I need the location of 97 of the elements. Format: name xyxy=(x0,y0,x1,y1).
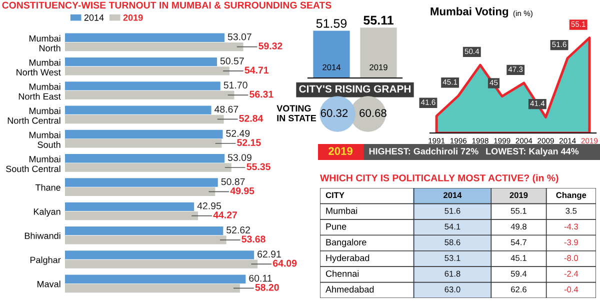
text: 62.6 xyxy=(511,286,526,292)
bar xyxy=(65,187,216,196)
text: 58.6 xyxy=(444,239,460,246)
data-label: 58.20 xyxy=(255,284,279,291)
legend-label: 2014 xyxy=(84,14,104,21)
text: -8.0 xyxy=(564,255,578,261)
y-tick-label: Palghar xyxy=(30,256,61,265)
legend-label: 2019 xyxy=(123,14,143,21)
category-label: Hyderabad xyxy=(326,254,370,263)
data-label: 53.09 xyxy=(228,154,252,161)
text: 51.6 xyxy=(444,208,460,214)
y-tick-label: Kalyan xyxy=(34,208,60,217)
category-label: 2014 xyxy=(444,192,462,198)
data-label: 52.49 xyxy=(226,130,250,137)
y-tick-label: Mumbai North xyxy=(29,35,60,52)
data-label: 49.95 xyxy=(230,187,254,194)
bar xyxy=(65,226,224,236)
text: 60.68 xyxy=(360,109,386,117)
bar xyxy=(65,82,220,90)
y-tick-label: Bhiwandi xyxy=(24,232,60,239)
category-label: Change xyxy=(556,192,586,200)
text: VOTING IN STATE xyxy=(276,105,316,122)
bar xyxy=(65,274,246,284)
bar xyxy=(65,57,217,66)
bar xyxy=(65,236,226,244)
category-label: Ahmedabad xyxy=(326,286,374,293)
bar xyxy=(65,33,224,42)
data-label: 50.87 xyxy=(221,178,245,186)
text: WHICH CITY IS POLITICALLY MOST ACTIVE? (in %) xyxy=(320,174,558,184)
bar xyxy=(65,250,254,260)
bar xyxy=(65,260,258,268)
category-label: Bangalore xyxy=(326,238,366,248)
text: -2.4 xyxy=(564,270,578,277)
y-tick-label: Mumbai North East xyxy=(18,83,61,100)
data-label: 64.09 xyxy=(273,260,297,267)
data-label: 55.35 xyxy=(246,163,270,170)
bar xyxy=(65,114,224,124)
bar xyxy=(65,90,234,100)
bar xyxy=(65,139,222,148)
y-tick-label: Maval xyxy=(37,280,60,288)
bar xyxy=(65,163,232,172)
data-label: 51.59 xyxy=(316,19,347,28)
data-label: 42.95 xyxy=(197,202,222,210)
data-label: 53.68 xyxy=(242,236,266,243)
data-label: 54.71 xyxy=(244,66,269,74)
data-label: 48.67 xyxy=(214,106,238,113)
annotation: HIGHEST: Gadchiroli 72% xyxy=(369,148,478,154)
text: 54.7 xyxy=(510,239,526,246)
text: 63.0 xyxy=(444,286,460,292)
annotation: LOWEST: Kalyan 44% xyxy=(486,148,579,156)
text: 53.1 xyxy=(444,255,460,261)
data-label: 53.07 xyxy=(228,33,252,40)
data-label: 52.62 xyxy=(226,226,250,234)
data-label: 62.91 xyxy=(258,250,281,258)
text: -0.4 xyxy=(564,286,578,292)
bar xyxy=(65,42,244,52)
text: 45.1 xyxy=(510,255,526,261)
chart-title: Mumbai Voting xyxy=(430,7,508,18)
text: CITY'S RISING GRAPH xyxy=(299,85,411,93)
text: 2019 xyxy=(328,147,353,155)
data-label: 52.84 xyxy=(239,114,264,122)
text: 61.8 xyxy=(444,270,460,277)
data-label: 56.31 xyxy=(250,90,274,98)
bar xyxy=(65,66,230,76)
data-label: 50.57 xyxy=(220,58,244,64)
text: -4.3 xyxy=(564,224,578,230)
y-tick-label: Mumbai South xyxy=(29,132,60,148)
y-tick-label: Thane xyxy=(35,184,60,191)
category-label: 2019 xyxy=(510,192,528,198)
bar xyxy=(65,154,225,163)
data-label: 44.27 xyxy=(213,212,237,218)
bar xyxy=(65,284,240,293)
category-label: Chennai xyxy=(326,270,359,277)
chart-title: CONSTITUENCY-WISE TURNOUT IN MUMBAI & SURROUNDING SEATS xyxy=(2,2,332,9)
bar xyxy=(65,178,218,187)
text: 59.4 xyxy=(510,270,527,277)
text: 60.32 xyxy=(320,109,348,117)
y-tick-label: Mumbai North Central xyxy=(8,107,60,124)
text: -3.9 xyxy=(564,239,578,246)
data-label: 60.11 xyxy=(249,274,272,282)
text: 49.8 xyxy=(510,224,526,230)
y-tick-label: Mumbai North West xyxy=(16,59,61,76)
bar xyxy=(65,202,194,212)
bar xyxy=(65,130,223,139)
category-label: CITY xyxy=(326,192,344,198)
text: 55.1 xyxy=(510,208,526,214)
bar xyxy=(65,211,198,220)
text: 54.1 xyxy=(444,224,460,230)
data-label: 59.32 xyxy=(258,42,282,50)
y-tick-label: Mumbai South Central xyxy=(6,156,60,172)
category-label: Mumbai xyxy=(326,207,358,214)
data-label: 52.15 xyxy=(237,139,261,146)
bar xyxy=(65,106,212,114)
data-label: 51.70 xyxy=(224,82,248,89)
category-label: Pune xyxy=(326,223,346,230)
text: 3.5 xyxy=(566,208,577,214)
data-label: 55.11 xyxy=(364,16,394,25)
